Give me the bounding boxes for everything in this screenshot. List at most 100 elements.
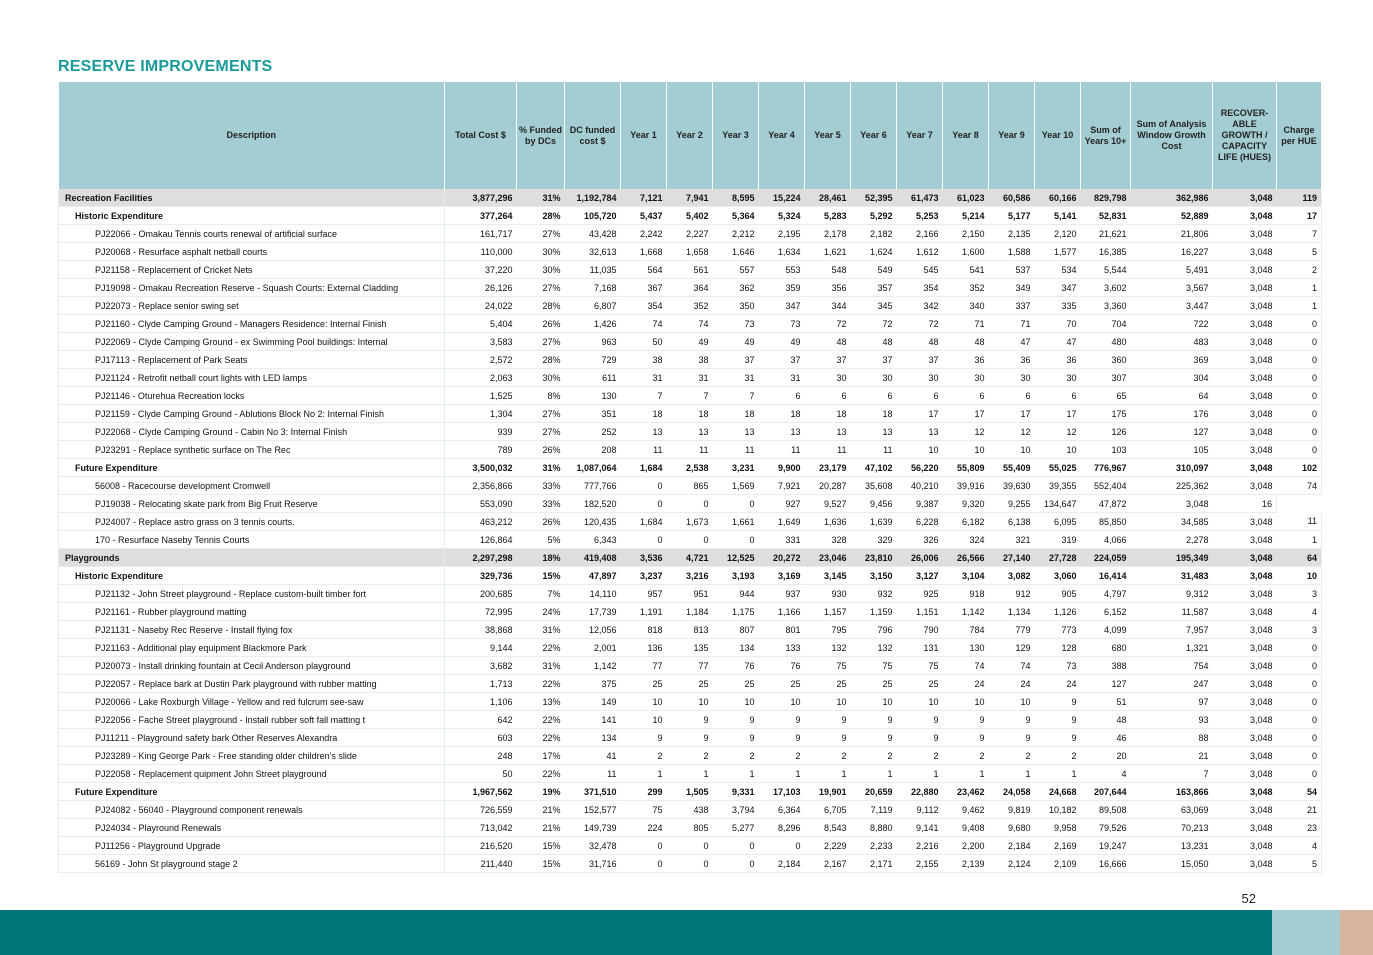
table-cell: 126 [1080, 422, 1131, 441]
table-cell: 17,739 [564, 602, 621, 621]
table-cell: 2,178 [804, 224, 851, 243]
table-cell: 3,082 [988, 566, 1035, 585]
table-cell: 3,048 [1212, 836, 1277, 855]
table-cell: 5,402 [666, 206, 713, 225]
row-description: PJ24034 - Playround Renewals [58, 818, 445, 837]
table-cell: 3,048 [1212, 854, 1277, 873]
table-cell: 805 [666, 818, 713, 837]
table-cell: 25 [666, 674, 713, 693]
table-row: PJ23289 - King George Park - Free standi… [58, 746, 1322, 765]
table-cell: 367 [620, 278, 667, 297]
table-cell: 70,213 [1130, 818, 1213, 837]
table-cell: 9,112 [896, 800, 943, 819]
table-cell: 319 [1034, 530, 1081, 549]
row-description: Future Expenditure [58, 782, 445, 801]
table-cell: 31 [712, 368, 759, 387]
table-cell: 10 [712, 692, 759, 711]
table-cell: 21 [1276, 800, 1322, 819]
column-header: Sum of Years 10+ [1080, 82, 1131, 189]
table-cell: 2,297,298 [444, 548, 517, 567]
table-cell: 5,177 [988, 206, 1035, 225]
table-cell: 72 [850, 314, 897, 333]
table-cell: 362,986 [1130, 189, 1213, 207]
table-cell: 9 [942, 710, 989, 729]
table-cell: 17 [1276, 206, 1322, 225]
table-cell: 46 [1080, 728, 1131, 747]
table-cell: 33% [516, 476, 565, 495]
table-row: PJ22057 - Replace bark at Dustin Park pl… [58, 674, 1322, 693]
table-cell: 3,048 [1212, 224, 1277, 243]
table-cell: 8,296 [758, 818, 805, 837]
table-cell: 3,127 [896, 566, 943, 585]
table-cell: 957 [620, 584, 667, 603]
table-cell: 6 [804, 386, 851, 405]
table-cell: 0 [1276, 692, 1322, 711]
table-cell: 796 [850, 620, 897, 639]
table-cell: 0 [666, 530, 713, 549]
table-cell: 38,868 [444, 620, 517, 639]
table-cell: 375 [564, 674, 621, 693]
table-cell: 8,595 [712, 189, 759, 207]
table-cell: 13 [620, 422, 667, 441]
table-cell: 7,921 [758, 476, 805, 495]
row-description: PJ22057 - Replace bark at Dustin Park pl… [58, 674, 445, 693]
row-description: PJ21159 - Clyde Camping Ground - Ablutio… [58, 404, 445, 423]
table-cell: 4 [1276, 836, 1322, 855]
table-cell: 248 [444, 746, 517, 765]
table-cell: 347 [758, 296, 805, 315]
table-cell: 47 [988, 332, 1035, 351]
row-description: PJ20068 - Resurface asphalt netball cour… [58, 242, 445, 261]
table-cell: 3,048 [1212, 206, 1277, 225]
table-cell: 105 [1130, 440, 1213, 459]
table-cell: 30 [942, 368, 989, 387]
table-cell: 2 [758, 746, 805, 765]
page-title: RESERVE IMPROVEMENTS [58, 58, 273, 75]
table-cell: 1 [804, 764, 851, 783]
table-cell: 27% [516, 278, 565, 297]
row-description: PJ19038 - Relocating skate park from Big… [58, 494, 445, 513]
table-cell: 18 [712, 404, 759, 423]
table-cell: 5,364 [712, 206, 759, 225]
table-cell: 31 [620, 368, 667, 387]
table-cell: 7,941 [666, 189, 713, 207]
table-cell: 304 [1130, 368, 1213, 387]
table-cell: 704 [1080, 314, 1131, 333]
table-cell: 4,797 [1080, 584, 1131, 603]
table-cell: 9,819 [988, 800, 1035, 819]
table-cell: 211,440 [444, 854, 517, 873]
table-cell: 10 [804, 692, 851, 711]
table-cell: 3,048 [1212, 404, 1277, 423]
table-cell: 26,006 [896, 548, 943, 567]
table-cell: 5 [1276, 854, 1322, 873]
table-cell: 21,806 [1130, 224, 1213, 243]
table-cell: 74 [942, 656, 989, 675]
row-description: PJ19098 - Omakau Recreation Reserve - Sq… [58, 278, 445, 297]
table-cell: 9 [804, 710, 851, 729]
table-cell: 2,167 [804, 854, 851, 873]
table-cell: 41 [564, 746, 621, 765]
table-cell: 252 [564, 422, 621, 441]
subtotal-row: Historic Expenditure 377,264 28% 105,720 5,4… [58, 206, 1322, 225]
table-cell: 71 [988, 314, 1035, 333]
table-cell: 130 [564, 386, 621, 405]
table-cell: 12,525 [712, 548, 759, 567]
table-cell: 1 [1276, 278, 1322, 297]
table-cell: 0 [666, 836, 713, 855]
table-cell: 23,810 [850, 548, 897, 567]
table-cell: 22% [516, 764, 565, 783]
table-cell: 2 [942, 746, 989, 765]
table-cell: 1,639 [850, 512, 897, 531]
table-cell: 77 [666, 656, 713, 675]
table-cell: 51 [1080, 692, 1131, 711]
table-cell: 48 [1080, 710, 1131, 729]
row-description: PJ22073 - Replace senior swing set [58, 296, 445, 315]
table-cell: 127 [1130, 422, 1213, 441]
table-cell: 2,171 [850, 854, 897, 873]
table-cell: 918 [942, 584, 989, 603]
table-cell: 5,292 [850, 206, 897, 225]
table-cell: 3,048 [1212, 566, 1277, 585]
table-cell: 3,048 [1130, 494, 1213, 513]
table-cell: 553 [758, 260, 805, 279]
table-cell: 7 [1130, 764, 1213, 783]
table-cell: 12 [1034, 422, 1081, 441]
